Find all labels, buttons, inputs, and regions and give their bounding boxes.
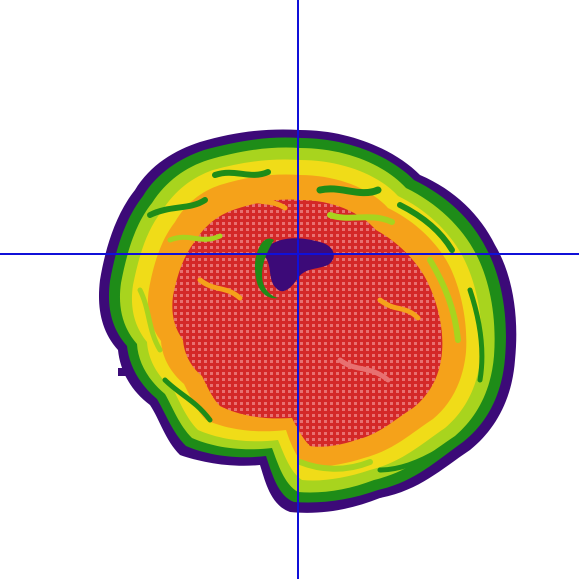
sulci-texture xyxy=(137,169,485,473)
artifact-blob xyxy=(118,368,128,376)
white-matter-core xyxy=(172,199,443,447)
brain-slice-image xyxy=(98,129,517,513)
